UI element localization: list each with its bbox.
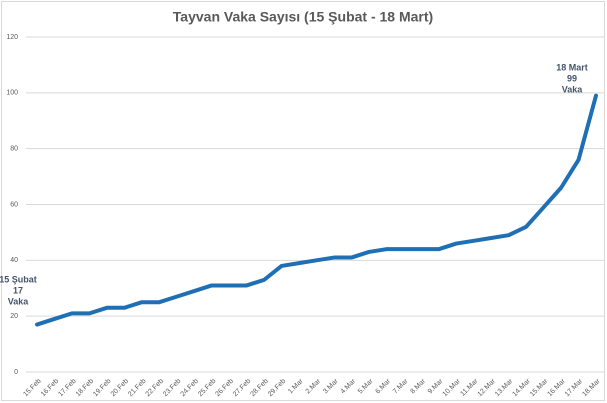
annotation: 15 Şubat — [0, 274, 37, 284]
annotation: 99 — [567, 73, 577, 83]
data-line — [35, 93, 598, 327]
y-tick-label: 60 — [10, 201, 18, 208]
y-tick-label: 120 — [6, 34, 18, 41]
annotation: 17 — [13, 285, 23, 295]
y-tick-label: 100 — [6, 90, 18, 97]
annotation: Vaka — [562, 84, 584, 94]
annotation: 18 Mart — [556, 62, 588, 72]
y-tick-label: 40 — [10, 257, 18, 264]
y-tick-label: 20 — [10, 313, 18, 320]
chart-title: Tayvan Vaka Sayısı (15 Şubat - 18 Mart) — [173, 9, 433, 25]
y-tick-label: 0 — [14, 369, 18, 376]
annotation: Vaka — [8, 296, 30, 306]
y-tick-label: 80 — [10, 146, 18, 153]
